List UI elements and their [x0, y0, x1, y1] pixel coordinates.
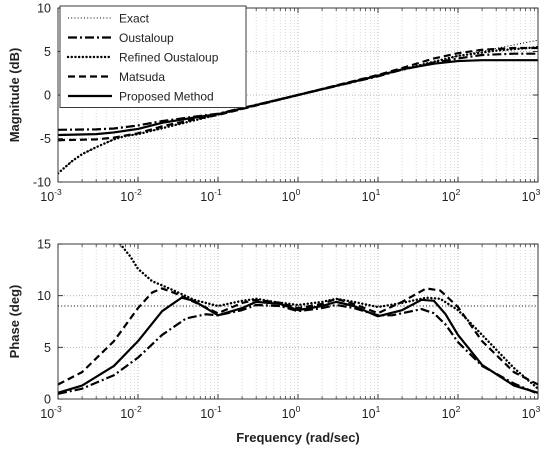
x-tick-label: 101 — [362, 404, 381, 421]
series-line-matsuda — [58, 287, 538, 386]
legend-label: Oustaloup — [119, 31, 174, 45]
legend-label: Refined Oustaloup — [119, 50, 219, 64]
legend-label: Matsuda — [119, 70, 165, 84]
x-axis-label: Frequency (rad/sec) — [236, 430, 360, 445]
series-group — [58, 39, 538, 175]
x-tick-label: 10-3 — [40, 187, 62, 204]
tick-marks — [57, 7, 539, 183]
grid — [57, 7, 539, 183]
x-tick-label: 10-3 — [40, 404, 62, 421]
y-axis-label: Magnitude (dB) — [7, 48, 22, 143]
x-tick-label: 10-1 — [200, 187, 222, 204]
y-tick-label: -10 — [33, 176, 51, 190]
series-line-proposed-method — [58, 59, 538, 137]
x-tick-label: 100 — [282, 404, 301, 421]
series-line-refined-oustaloup — [119, 244, 538, 390]
legend: Exact Oustaloup Refined Oustaloup Matsuda Pr… — [59, 5, 247, 108]
x-tick-label: 100 — [282, 187, 301, 204]
x-tick-label: 10-2 — [120, 404, 142, 421]
y-tick-label: 10 — [37, 289, 51, 303]
x-tick-label: 10-1 — [200, 404, 222, 421]
y-tick-label: 10 — [37, 2, 51, 16]
grid — [57, 243, 539, 400]
y-tick-label: 0 — [44, 89, 51, 103]
y-tick-label: -5 — [40, 132, 51, 146]
y-axis-label: Phase (deg) — [7, 285, 22, 359]
x-tick-label: 102 — [442, 187, 461, 204]
series-group — [58, 244, 538, 395]
phase-plot: 0 5 10 15 10-3 10-2 10-1 100 101 102 103 Phase (deg… — [7, 238, 541, 446]
x-tick-label: 103 — [522, 187, 541, 204]
y-tick-label: 5 — [44, 45, 51, 59]
magnitude-plot: -10 -5 0 5 10 10-3 10-2 10-1 100 101 102 103 Magnitu… — [7, 2, 541, 205]
series-line-proposed-method — [58, 296, 538, 394]
x-tick-label: 103 — [522, 404, 541, 421]
y-tick-label: 0 — [44, 393, 51, 407]
tick-marks — [57, 243, 539, 400]
y-tick-label: 15 — [37, 238, 51, 252]
axes-box — [57, 243, 539, 400]
legend-label: Exact — [119, 11, 150, 25]
x-tick-label: 101 — [362, 187, 381, 204]
y-tick-label: 5 — [44, 341, 51, 355]
x-tick-label: 10-2 — [120, 187, 142, 204]
series-line-refined-oustaloup — [58, 45, 538, 175]
legend-label: Proposed Method — [119, 89, 214, 103]
series-line-oustaloup — [58, 303, 538, 395]
x-tick-label: 102 — [442, 404, 461, 421]
